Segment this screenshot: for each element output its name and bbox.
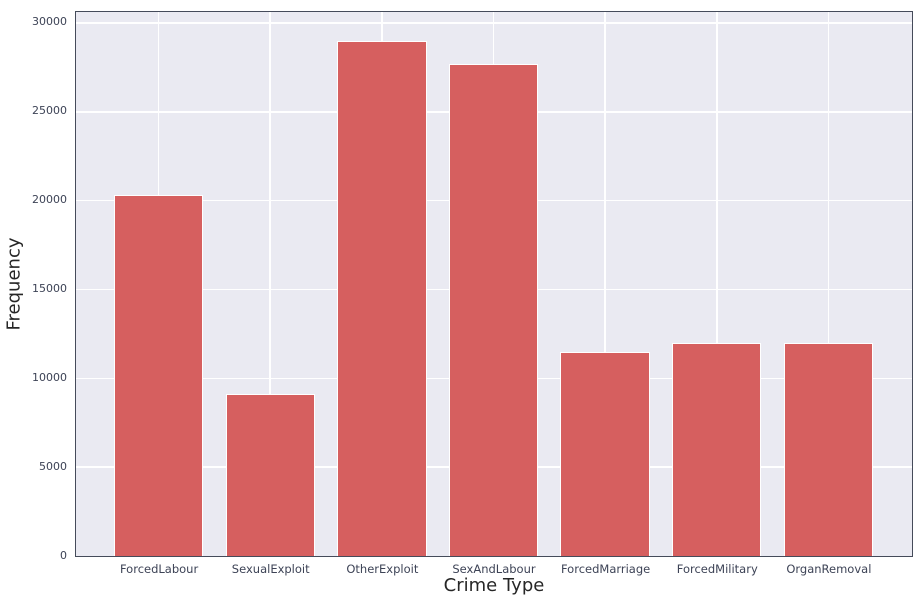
y-tick-label: 20000: [32, 193, 67, 207]
y-axis-title: Frequency: [3, 237, 25, 331]
y-tick-label: 5000: [39, 459, 67, 473]
x-tick-label-sexualexploit: SexualExploit: [231, 562, 310, 576]
bar-organremoval: [783, 342, 874, 556]
plot-area: [75, 11, 913, 557]
y-tick-label: 15000: [32, 281, 67, 295]
x-tick-label-forcedlabour: ForcedLabour: [119, 562, 199, 576]
y-tick-label: 25000: [32, 104, 67, 118]
y-tick-label: 30000: [32, 15, 67, 29]
x-tick-label-forcedmarriage: ForcedMarriage: [560, 562, 651, 576]
bar-otherexploit: [337, 40, 427, 556]
bar-forcedmarriage: [560, 351, 650, 556]
x-tick-label-forcedmilitary: ForcedMilitary: [676, 562, 758, 576]
bar-forcedmilitary: [672, 342, 762, 556]
y-tick-label: 0: [60, 548, 67, 562]
vertical-gridline: [715, 12, 718, 556]
x-tick-label-otherexploit: OtherExploit: [346, 562, 419, 576]
bar-forcedlabour: [113, 195, 204, 556]
vertical-gridline: [269, 12, 272, 556]
vertical-gridline: [604, 12, 606, 556]
vertical-gridline: [827, 12, 830, 556]
bar-sexualexploit: [225, 394, 315, 556]
x-tick-label-organremoval: OrganRemoval: [786, 562, 872, 576]
bar-sexandlabour: [448, 63, 539, 556]
x-tick-label-sexandlabour: SexAndLabour: [452, 562, 536, 576]
x-axis-title: Crime Type: [443, 575, 545, 596]
y-tick-label: 10000: [32, 370, 67, 384]
